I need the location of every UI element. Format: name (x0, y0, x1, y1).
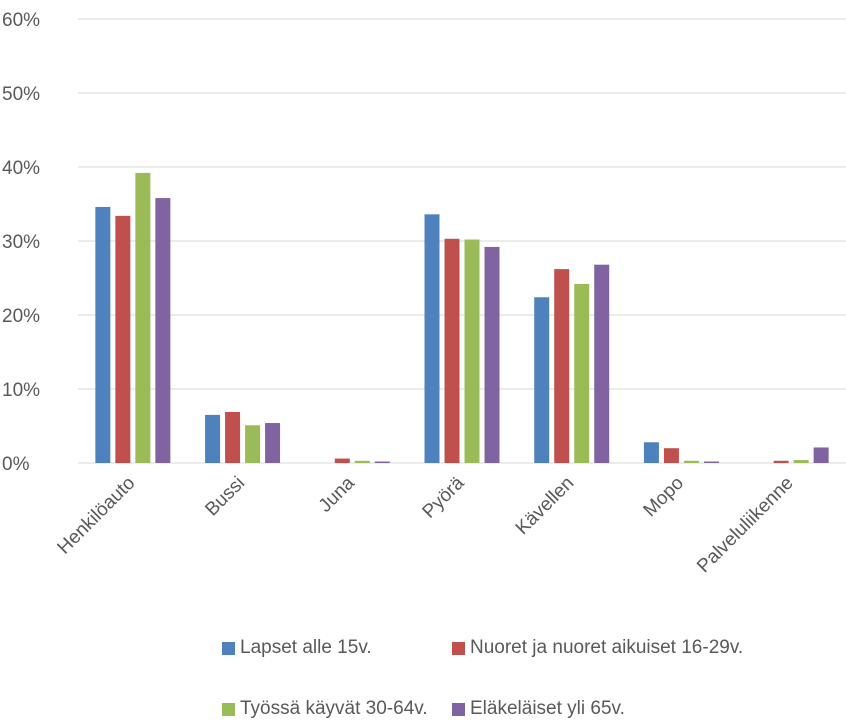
bar (643, 442, 659, 463)
bar (354, 460, 370, 463)
y-tick-label: 0% (2, 454, 30, 475)
bar (444, 238, 460, 463)
bar (265, 423, 281, 463)
bar (813, 447, 829, 463)
bar (374, 461, 390, 463)
x-category-label: Juna (315, 472, 359, 516)
bar (534, 297, 550, 463)
x-category-label: Mopo (640, 473, 688, 521)
bar (793, 460, 809, 463)
bar (334, 458, 350, 463)
bar (683, 460, 699, 463)
y-tick-label: 60% (2, 10, 40, 31)
bar (155, 198, 171, 463)
legend-swatch (222, 641, 235, 655)
y-tick-label: 50% (2, 84, 40, 105)
bar (225, 411, 241, 463)
x-category-label: Bussi (201, 473, 249, 521)
bar (95, 206, 111, 463)
legend-item-elakelaiset: Eläkeläiset yli 65v. (452, 698, 625, 720)
legend-item-lapset: Lapset alle 15v. (222, 637, 372, 659)
y-tick-label: 40% (2, 158, 40, 179)
legend-label: Työssä käyvät 30-64v. (240, 698, 428, 719)
legend-item-tyossa: Työssä käyvät 30-64v. (222, 698, 428, 720)
legend-label: Eläkeläiset yli 65v. (470, 698, 625, 719)
bar (245, 425, 261, 463)
legend-swatch (452, 641, 465, 655)
x-category-label: Pyörä (419, 472, 469, 522)
x-category-label: Kävellen (512, 473, 578, 539)
bar (464, 239, 480, 463)
legend-label: Lapset alle 15v. (240, 637, 372, 658)
bar (574, 283, 590, 463)
bar (115, 215, 131, 463)
bar (554, 269, 570, 463)
y-tick-label: 10% (2, 380, 40, 401)
y-axis-tick-labels: 0% 10% 20% 30% 40% 50% 60% (2, 10, 40, 475)
bar (594, 264, 610, 463)
bar (484, 246, 500, 463)
legend-swatch (452, 702, 465, 716)
gridlines (78, 18, 846, 464)
bar (424, 214, 440, 463)
legend-swatch (222, 702, 235, 716)
bar (135, 172, 151, 464)
x-axis-category-labels: Henkilöauto Bussi Juna Pyörä Kävellen Mopo Pal… (54, 472, 798, 577)
bars (95, 172, 829, 464)
legend-item-nuoret: Nuoret ja nuoret aikuiset 16-29v. (452, 637, 743, 659)
bar (703, 461, 719, 463)
y-tick-label: 20% (2, 306, 40, 327)
bar (773, 460, 789, 463)
bar (205, 414, 221, 463)
bar (663, 448, 679, 463)
y-tick-label: 30% (2, 232, 40, 253)
x-category-label: Palveluliikenne (693, 473, 797, 577)
x-category-label: Henkilöauto (54, 473, 140, 559)
legend-label: Nuoret ja nuoret aikuiset 16-29v. (470, 637, 744, 658)
